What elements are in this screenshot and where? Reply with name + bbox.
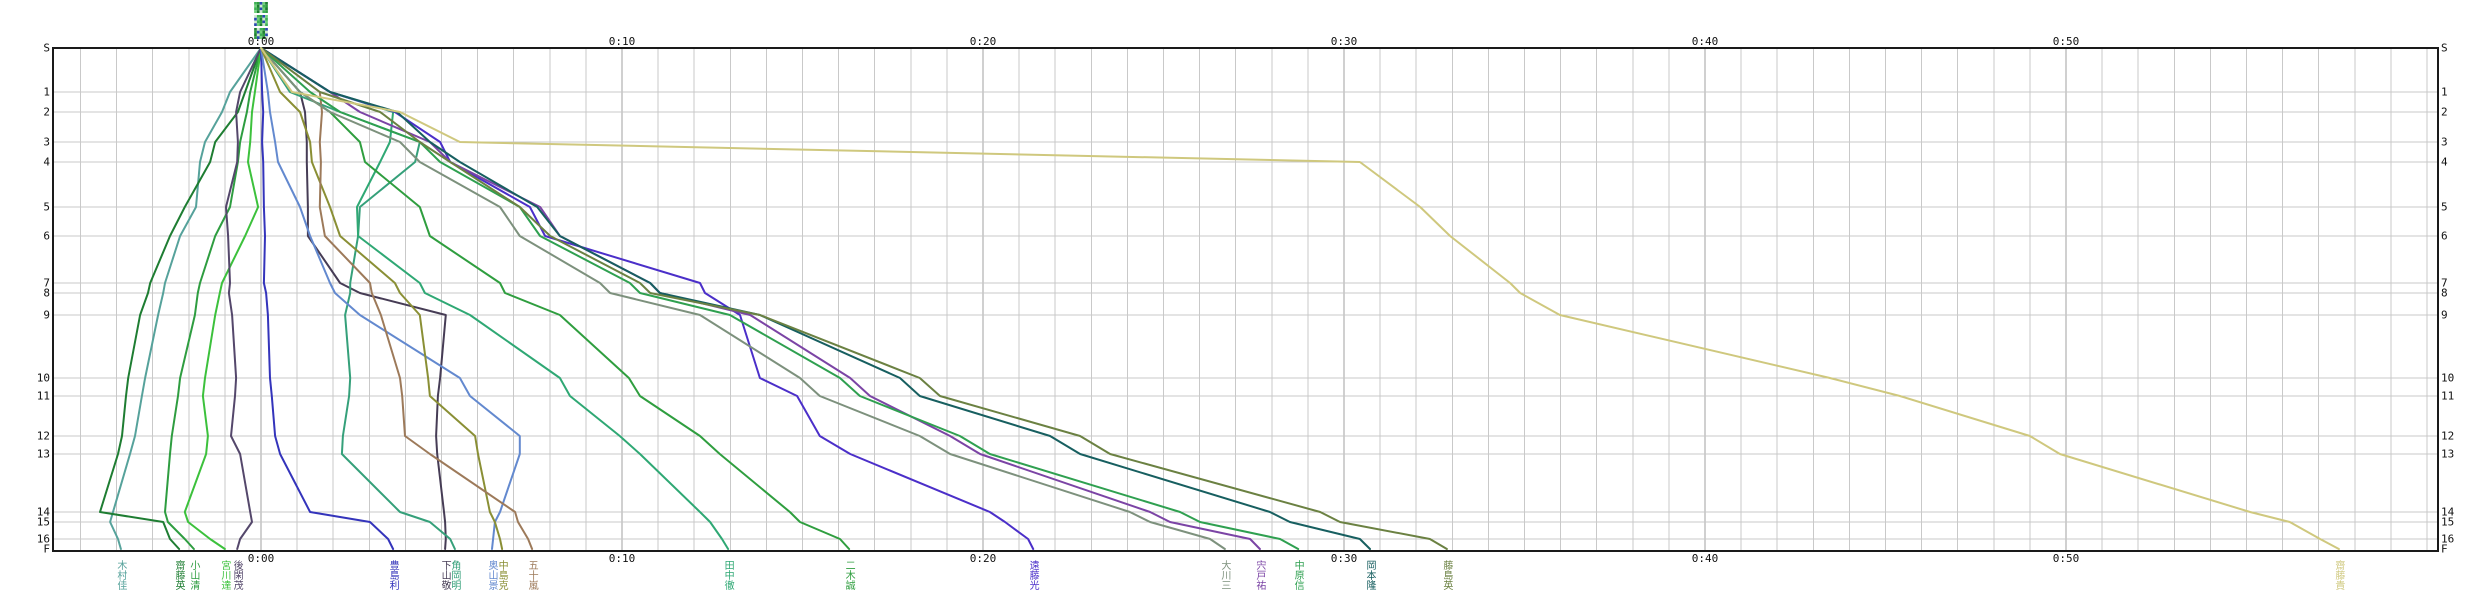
y-stage-label-right: 9: [2441, 308, 2448, 322]
y-stage-label-left: F: [43, 542, 50, 556]
y-stage-label-left: 2: [43, 105, 50, 119]
y-stage-label-left: 13: [36, 447, 50, 461]
runner-name-label: 小山清: [187, 560, 199, 590]
runner-name-label: 齋藤英: [173, 560, 185, 590]
runner-name-label: 中島克: [496, 560, 508, 590]
runner-line: [260, 47, 1448, 550]
runner-line: [260, 47, 504, 550]
runner-name-label: 藤島英: [1440, 560, 1452, 590]
y-stage-label-left: 12: [36, 429, 50, 443]
runner-line: [260, 47, 447, 550]
y-stage-label-left: 9: [43, 308, 50, 322]
runner-line: [260, 47, 1035, 550]
runner-name-label: 奥山景: [486, 560, 498, 590]
runner-line: [260, 47, 395, 550]
y-stage-label-right: 1: [2441, 85, 2448, 99]
runner-name-label: 後閑茂: [231, 560, 243, 590]
runner-line: [183, 47, 262, 550]
start-marker-block: [254, 28, 268, 39]
runner-name-label: 中原信: [1292, 560, 1304, 590]
x-tick-bottom: 0:30: [1330, 552, 1358, 565]
y-stage-label-left: 6: [43, 229, 50, 243]
runner-line: [260, 47, 851, 550]
x-tick-bottom: 0:20: [969, 552, 997, 565]
x-tick-bottom: 0:50: [2052, 552, 2080, 565]
x-tick-bottom: 0:10: [608, 552, 636, 565]
x-tick-top: 0:10: [608, 35, 636, 48]
x-tick-bottom: 0:40: [1691, 552, 1719, 565]
y-stage-label-left: 4: [43, 155, 50, 169]
runner-line: [260, 47, 2340, 550]
y-stage-label-left: 15: [36, 515, 50, 529]
runner-name-label: 木村佳: [114, 560, 126, 590]
y-stage-label-right: 14: [2441, 505, 2455, 519]
runner-line: [260, 47, 1371, 550]
y-stage-label-left: 10: [36, 371, 50, 385]
runner-name-label: 二木誠: [843, 560, 855, 590]
start-marker-block: [254, 15, 268, 26]
y-stage-label-right: 10: [2441, 371, 2455, 385]
y-stage-label-right: S: [2441, 41, 2448, 55]
runner-name-label: 遠藤光: [1027, 560, 1039, 590]
y-stage-label-left: 5: [43, 200, 50, 214]
runner-name-label: 齋藤貴: [2332, 560, 2344, 590]
y-stage-label-right: 7: [2441, 276, 2448, 290]
runner-name-label: 五十嵐: [526, 560, 538, 590]
x-tick-top: 0:00: [247, 35, 275, 48]
y-stage-label-left: 11: [36, 389, 50, 403]
runner-name-label: 角岡明: [448, 560, 460, 590]
y-stage-label-right: 16: [2441, 532, 2455, 546]
y-stage-label-right: 6: [2441, 229, 2448, 243]
y-stage-label-left: 16: [36, 532, 50, 546]
runner-name-label: 下山敬: [439, 560, 451, 590]
y-stage-label-right: 4: [2441, 155, 2448, 169]
y-stage-label-right: 11: [2441, 389, 2455, 403]
runner-line: [260, 47, 534, 550]
runner-name-label: 岡本隆: [1363, 560, 1375, 590]
y-stage-label-right: 5: [2441, 200, 2448, 214]
runner-line: [260, 47, 1226, 550]
runner-line: [99, 47, 262, 550]
runner-name-label: 豊島利: [387, 560, 399, 590]
y-stage-label-right: 2: [2441, 105, 2448, 119]
runner-name-label: 大川三: [1218, 560, 1230, 590]
runner-name-label: 宍戸祐: [1253, 560, 1265, 590]
runner-line: [164, 47, 262, 550]
y-stage-label-right: 12: [2441, 429, 2455, 443]
runner-line: [260, 47, 521, 550]
y-stage-label-left: 1: [43, 85, 50, 99]
y-stage-label-right: 15: [2441, 515, 2455, 529]
x-tick-bottom: 0:00: [247, 552, 275, 565]
y-stage-label-right: 3: [2441, 135, 2448, 149]
y-stage-label-right: F: [2441, 542, 2448, 556]
x-tick-top: 0:50: [2052, 35, 2080, 48]
y-stage-label-left: 14: [36, 505, 50, 519]
runner-name-label: 田中徹: [722, 560, 734, 590]
runner-line: [225, 47, 262, 550]
runner-line: [260, 47, 1300, 550]
x-tick-top: 0:30: [1330, 35, 1358, 48]
y-stage-label-left: S: [43, 41, 50, 55]
y-stage-label-right: 13: [2441, 447, 2455, 461]
y-stage-label-left: 8: [43, 286, 50, 300]
runner-name-label: 宮川達: [218, 560, 230, 590]
y-stage-label-left: 3: [43, 135, 50, 149]
y-stage-label-left: 7: [43, 276, 50, 290]
start-marker-block: [254, 2, 268, 13]
x-tick-top: 0:20: [969, 35, 997, 48]
x-tick-top: 0:40: [1691, 35, 1719, 48]
runner-line: [109, 47, 262, 550]
y-stage-label-right: 8: [2441, 286, 2448, 300]
